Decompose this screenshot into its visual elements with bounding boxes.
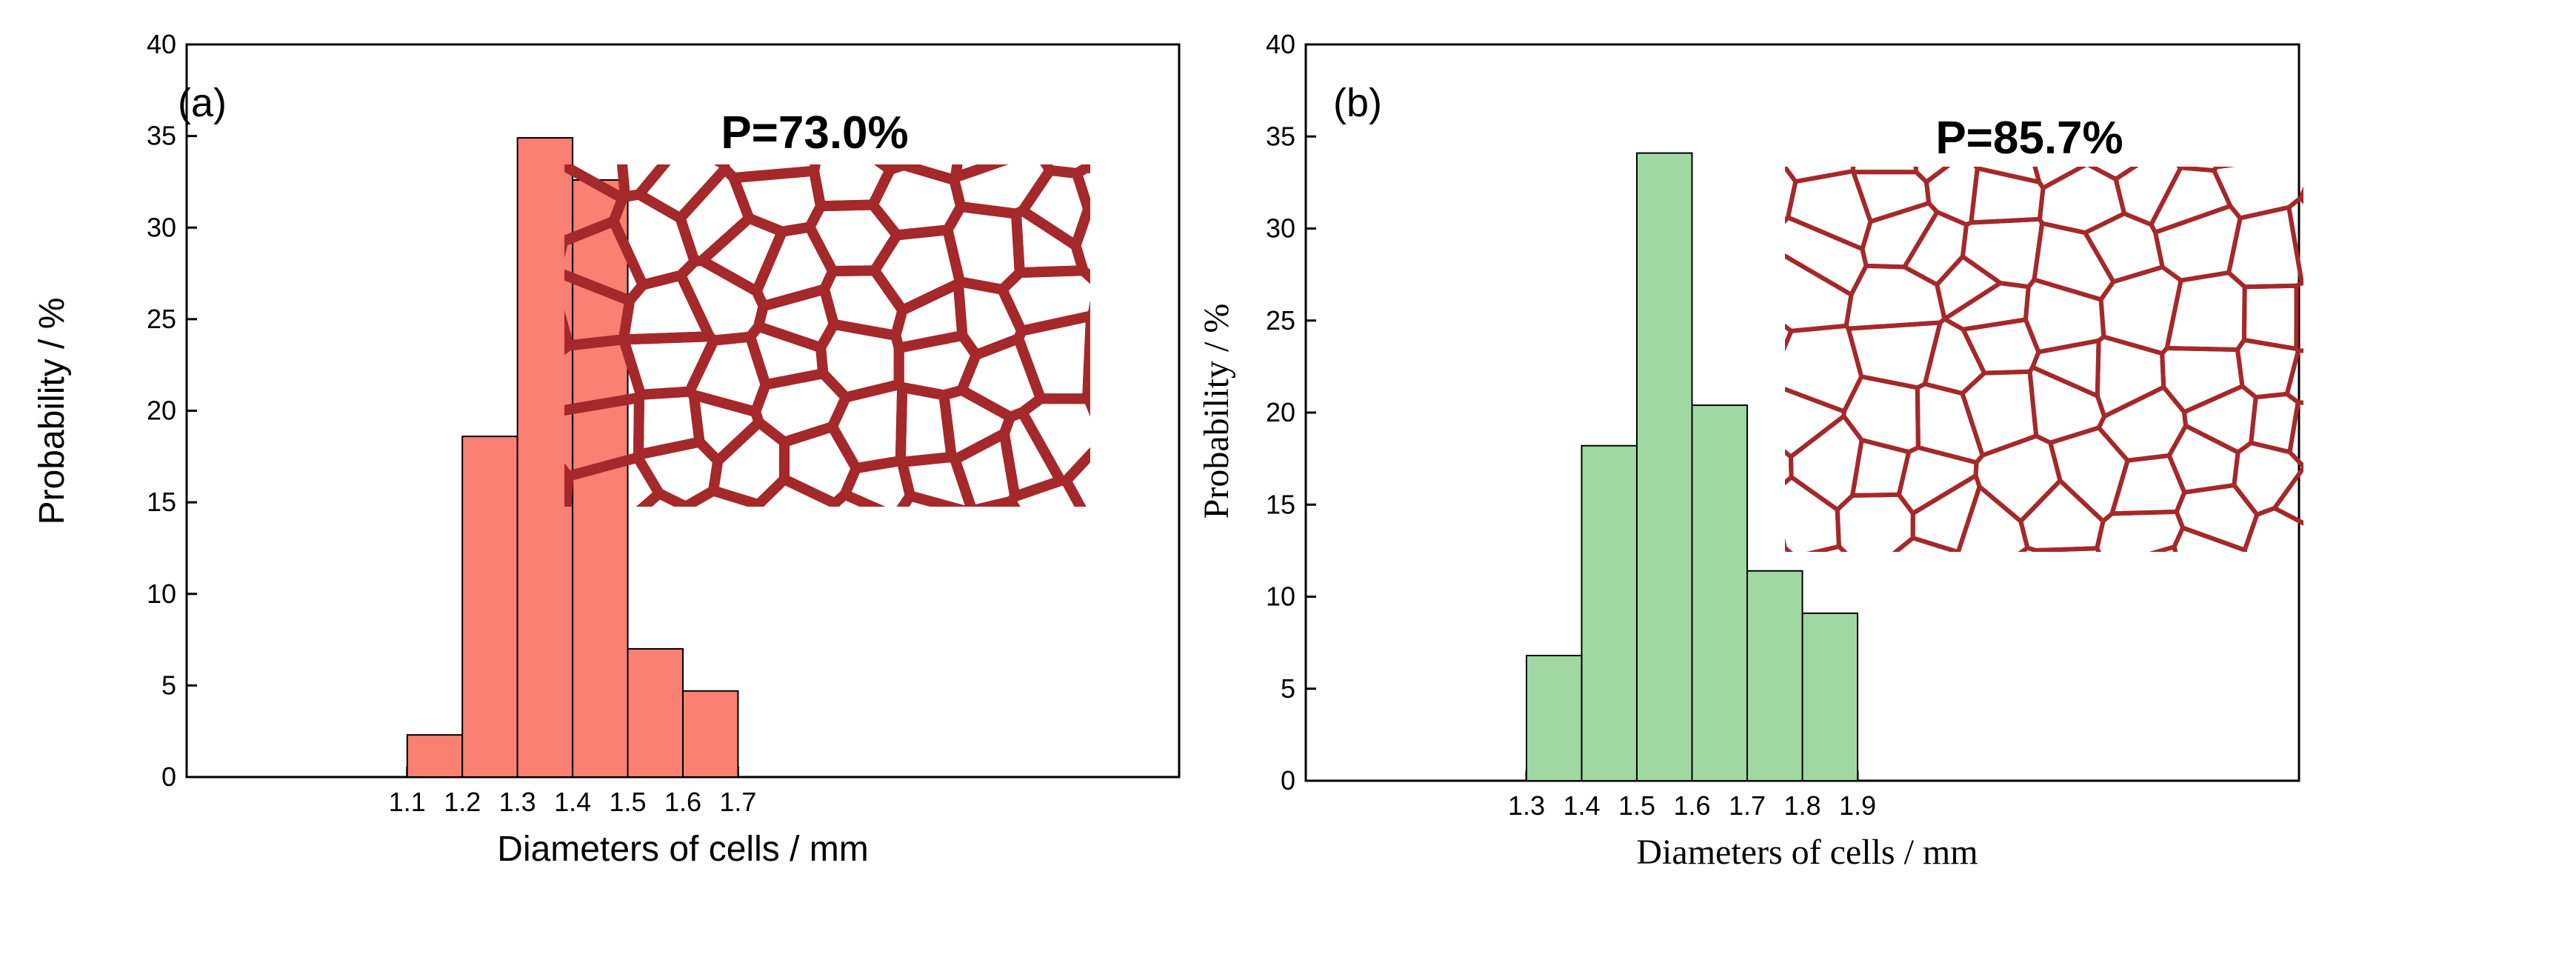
x-tick-label: 1.6 xyxy=(664,787,701,817)
bars-a xyxy=(406,137,739,779)
histogram-bar xyxy=(627,647,684,778)
y-tick-label: 25 xyxy=(1266,305,1295,336)
lattice-cell xyxy=(1006,476,1087,507)
y-tick-label: 10 xyxy=(1266,581,1295,612)
y-axis-ticks-a: 0 5 10 15 20 25 30 35 40 xyxy=(147,29,197,792)
x-tick-label: 1.3 xyxy=(499,787,536,817)
y-tick-label: 5 xyxy=(1281,673,1295,704)
panel-label-a: (a) xyxy=(178,81,227,125)
histogram-bar xyxy=(406,734,464,779)
histogram-bar xyxy=(1636,152,1693,782)
lattice-cell xyxy=(2287,400,2303,470)
x-tick-label: 1.6 xyxy=(1673,790,1710,821)
y-tick-label: 25 xyxy=(147,304,176,334)
x-tick-label: 1.4 xyxy=(554,787,591,817)
lattice-cell xyxy=(636,488,691,507)
y-tick-label: 40 xyxy=(1266,29,1295,59)
panel-a: 0 5 10 15 20 25 30 35 40 1.1 1.2 1.3 1.4 1.5 1.6 1.7 (… xyxy=(33,29,1181,869)
lattice-cell xyxy=(2286,196,2303,286)
lattice-cell xyxy=(680,485,764,507)
histogram-bar xyxy=(1581,444,1638,781)
y-axis-label-b: Probability / % xyxy=(1197,304,1236,519)
lattice-image-b xyxy=(1785,167,2303,552)
x-axis-ticks-a: 1.1 1.2 1.3 1.4 1.5 1.6 1.7 xyxy=(389,767,756,817)
y-tick-label: 20 xyxy=(147,396,176,426)
y-tick-label: 30 xyxy=(1266,213,1295,244)
y-tick-label: 20 xyxy=(1266,397,1295,427)
x-tick-label: 1.7 xyxy=(719,787,756,817)
x-tick-label: 1.7 xyxy=(1729,790,1766,821)
x-tick-label: 1.1 xyxy=(389,787,426,817)
lattice-image-a xyxy=(564,164,1090,507)
lattice-cell xyxy=(896,490,970,507)
y-axis-ticks-b: 0 5 10 15 20 25 30 35 40 xyxy=(1266,29,1316,796)
panel-label-b: (b) xyxy=(1333,81,1382,125)
x-tick-label: 1.8 xyxy=(1783,790,1821,821)
y-axis-label-a: Probability / % xyxy=(33,298,72,525)
lattice-cell xyxy=(753,474,840,507)
x-tick-label: 1.5 xyxy=(610,787,647,817)
y-tick-label: 15 xyxy=(147,487,176,517)
lattice-cell xyxy=(997,265,1090,336)
y-tick-label: 40 xyxy=(147,29,176,59)
y-tick-label: 35 xyxy=(147,121,176,151)
inset-title-a: P=73.0% xyxy=(721,107,908,159)
voronoi-lattice-thick xyxy=(564,164,1090,507)
lattice-cell xyxy=(829,489,886,507)
x-tick-label: 1.5 xyxy=(1618,790,1655,821)
histogram-bar xyxy=(572,179,629,778)
panel-b: 0 5 10 15 20 25 30 35 40 1.3 1.4 1.5 1.6 1.7 1.8 1.9 (… xyxy=(1197,29,2303,872)
y-tick-label: 15 xyxy=(1266,489,1295,519)
histogram-bar xyxy=(461,436,518,778)
histogram-bar xyxy=(682,690,739,778)
y-tick-label: 0 xyxy=(1281,765,1295,796)
histogram-bar xyxy=(1691,404,1748,781)
y-tick-label: 5 xyxy=(161,670,176,700)
lattice-cell xyxy=(1806,544,1848,552)
x-tick-label: 1.2 xyxy=(444,787,481,817)
y-tick-label: 35 xyxy=(1266,121,1295,151)
x-tick-label: 1.4 xyxy=(1563,790,1600,821)
y-tick-label: 10 xyxy=(147,579,176,609)
lattice-cell xyxy=(950,164,1009,183)
x-tick-label: 1.3 xyxy=(1508,790,1545,821)
lattice-cell xyxy=(2033,546,2101,552)
bars-b xyxy=(1526,152,1858,782)
x-tick-label: 1.9 xyxy=(1839,790,1876,821)
x-axis-label-b: Diameters of cells / mm xyxy=(1636,833,1978,872)
lattice-cell xyxy=(2242,506,2303,552)
x-axis-label-a: Diameters of cells / mm xyxy=(497,830,868,869)
histogram-bar xyxy=(1526,655,1583,782)
y-tick-label: 30 xyxy=(147,212,176,242)
lattice-cell xyxy=(2018,545,2039,552)
lattice-cell xyxy=(2272,464,2303,526)
y-tick-label: 0 xyxy=(161,761,176,792)
lattice-cell xyxy=(1892,536,1961,552)
inset-title-b: P=85.7% xyxy=(1935,113,2123,164)
lattice-cell xyxy=(2172,525,2248,552)
histogram-bar xyxy=(516,137,574,779)
histogram-bar xyxy=(1801,612,1858,781)
lattice-cell xyxy=(1071,164,1090,215)
histogram-bar xyxy=(1746,570,1803,782)
voronoi-lattice-thin xyxy=(1785,167,2303,552)
lattice-cell xyxy=(1835,492,1915,552)
